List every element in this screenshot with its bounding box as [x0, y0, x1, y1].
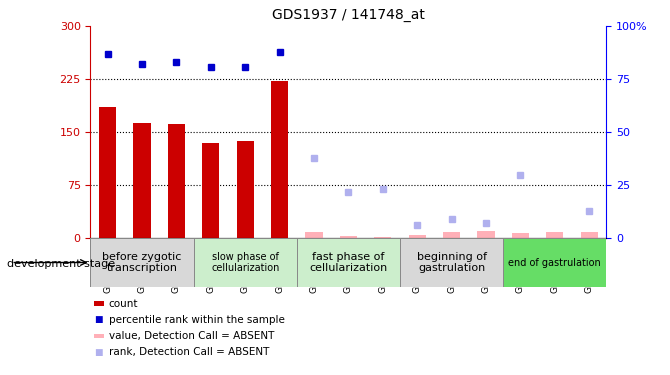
Bar — [271, 81, 288, 238]
Bar — [237, 141, 254, 238]
Bar — [512, 233, 529, 238]
Text: ■: ■ — [94, 315, 103, 324]
Text: before zygotic
transcription: before zygotic transcription — [103, 252, 182, 273]
Bar — [306, 232, 322, 238]
Bar — [477, 231, 494, 238]
Text: percentile rank within the sample: percentile rank within the sample — [109, 315, 285, 325]
Text: count: count — [109, 299, 138, 309]
Bar — [580, 232, 598, 238]
Text: beginning of
gastrulation: beginning of gastrulation — [417, 252, 486, 273]
Text: fast phase of
cellularization: fast phase of cellularization — [310, 252, 387, 273]
Bar — [133, 123, 151, 238]
Bar — [99, 108, 117, 238]
Text: development stage: development stage — [7, 260, 115, 269]
Bar — [443, 232, 460, 238]
Bar — [546, 232, 563, 238]
Title: GDS1937 / 141748_at: GDS1937 / 141748_at — [272, 9, 425, 22]
Bar — [202, 143, 220, 238]
Text: end of gastrulation: end of gastrulation — [509, 258, 601, 267]
Text: rank, Detection Call = ABSENT: rank, Detection Call = ABSENT — [109, 347, 269, 357]
Bar — [297, 238, 400, 287]
Bar — [90, 238, 194, 287]
Text: slow phase of
cellularization: slow phase of cellularization — [211, 252, 279, 273]
Bar — [168, 124, 185, 238]
Bar — [340, 236, 357, 238]
Text: value, Detection Call = ABSENT: value, Detection Call = ABSENT — [109, 331, 274, 341]
Bar — [194, 238, 297, 287]
Bar — [503, 238, 606, 287]
Text: ■: ■ — [94, 348, 103, 357]
Bar — [400, 238, 503, 287]
Bar — [409, 235, 426, 238]
Bar — [374, 237, 391, 238]
